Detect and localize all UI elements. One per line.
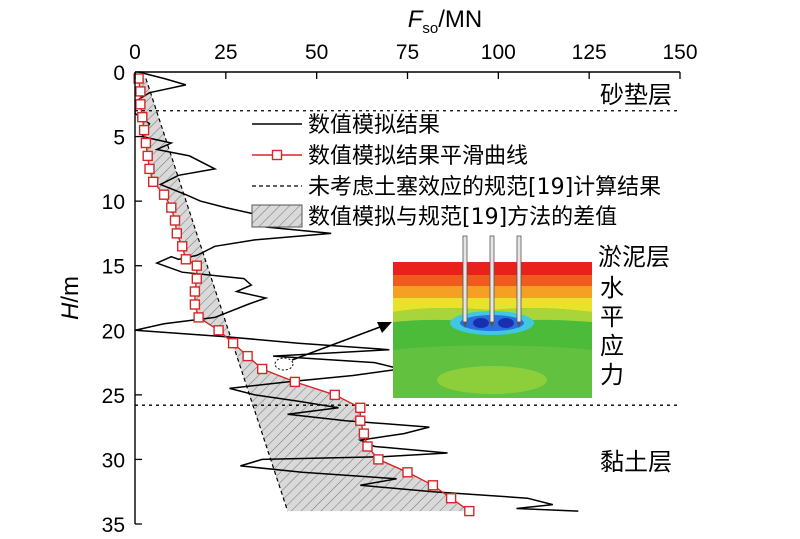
smooth-marker: [158, 189, 170, 200]
y-tick-label: 30: [102, 449, 125, 472]
y-axis-title-unit: /m: [57, 276, 84, 303]
y-tick-label: 0: [113, 62, 125, 85]
x-ticks: 0 25 50 75 100 125 150: [129, 41, 698, 79]
smooth-marker: [176, 241, 188, 252]
legend-label-spec: 未考虑土塞效应的规范[19]计算结果: [308, 175, 661, 200]
smooth-marker: [171, 228, 183, 239]
spec-line: [145, 78, 289, 512]
smooth-marker: [464, 505, 475, 517]
smooth-marker: [193, 312, 204, 323]
y-tick-label: 35: [102, 514, 125, 537]
x-tick-label: 150: [662, 41, 697, 64]
smooth-marker: [138, 124, 150, 136]
smooth-marker: [191, 273, 203, 284]
smooth-marker: [133, 73, 144, 84]
smooth-marker: [358, 428, 370, 439]
x-tick-label: 50: [305, 41, 328, 64]
smooth-marker: [180, 254, 192, 265]
legend-label-smooth: 数值模拟结果平滑曲线: [308, 144, 528, 169]
smooth-marker: [355, 402, 366, 413]
smooth-marker: [140, 137, 152, 149]
smooth-marker: [189, 286, 201, 297]
x-tick-label: 0: [129, 41, 141, 64]
x-tick-label: 125: [572, 41, 607, 64]
smooth-marker: [189, 299, 201, 310]
legend-label-raw: 数值模拟结果: [308, 113, 440, 138]
annotation-arrow-head: [377, 322, 392, 333]
y-tick-label: 10: [102, 191, 125, 214]
smooth-marker: [135, 86, 146, 97]
layer-label-sand: 砂垫层: [600, 81, 672, 109]
annotation-circle: [274, 357, 294, 371]
smooth-marker: [135, 99, 146, 110]
legend: 数值模拟结果 数值模拟结果平滑曲线 未考虑土塞效应的规范[19]计算结果 数值模…: [251, 113, 661, 230]
layer-label-clay: 黏土层: [600, 448, 672, 476]
x-tick-label: 25: [214, 41, 237, 64]
smooth-marker: [355, 415, 366, 426]
y-tick-label: 15: [102, 256, 125, 279]
smooth-marker: [213, 325, 224, 336]
smooth-marker: [427, 480, 439, 491]
smooth-marker: [329, 389, 340, 401]
y-tick-label: 20: [102, 320, 125, 343]
difference-area: [138, 78, 470, 512]
legend-swatch-diff: [251, 204, 303, 228]
smooth-marker: [147, 176, 159, 188]
smooth-marker: [289, 376, 301, 388]
smooth-marker: [445, 493, 457, 504]
y-ticks: 0 5 10 15 20 25 30 35: [102, 62, 142, 537]
y-axis-title-main: H: [57, 302, 84, 320]
smooth-marker: [137, 111, 148, 123]
smooth-marker: [227, 338, 239, 349]
smooth-marker: [362, 441, 373, 452]
smooth-marker: [242, 350, 253, 362]
x-tick-label: 75: [396, 41, 419, 64]
smooth-marker: [169, 215, 181, 226]
x-axis-title-sub: so: [422, 20, 438, 37]
raw-line: [135, 72, 579, 512]
smooth-marker: [166, 202, 177, 213]
x-axis-title-main: F: [408, 6, 424, 33]
smooth-marker: [257, 363, 268, 375]
smooth-marker: [373, 454, 384, 465]
inset-label: 水平应力: [600, 274, 624, 389]
smooth-marker: [402, 467, 413, 478]
smooth-marker: [191, 260, 203, 271]
stress-contour-inset: [393, 235, 592, 398]
y-axis-title: H/m: [57, 276, 84, 320]
smooth-marker: [142, 150, 153, 162]
legend-label-diff: 数值模拟与规范[19]方法的差值: [308, 205, 617, 230]
legend-marker-smooth: [271, 149, 283, 161]
y-tick-label: 5: [113, 127, 125, 150]
layer-label-silt: 淤泥层: [598, 243, 670, 271]
annotation-arrow: [291, 326, 381, 361]
x-axis-title-unit: /MN: [438, 6, 482, 33]
x-axis-title: Fso/MN: [408, 6, 483, 37]
smooth-markers: [133, 73, 475, 517]
smooth-marker: [144, 163, 155, 175]
x-tick-label: 100: [481, 41, 516, 64]
y-tick-label: 25: [102, 385, 125, 408]
